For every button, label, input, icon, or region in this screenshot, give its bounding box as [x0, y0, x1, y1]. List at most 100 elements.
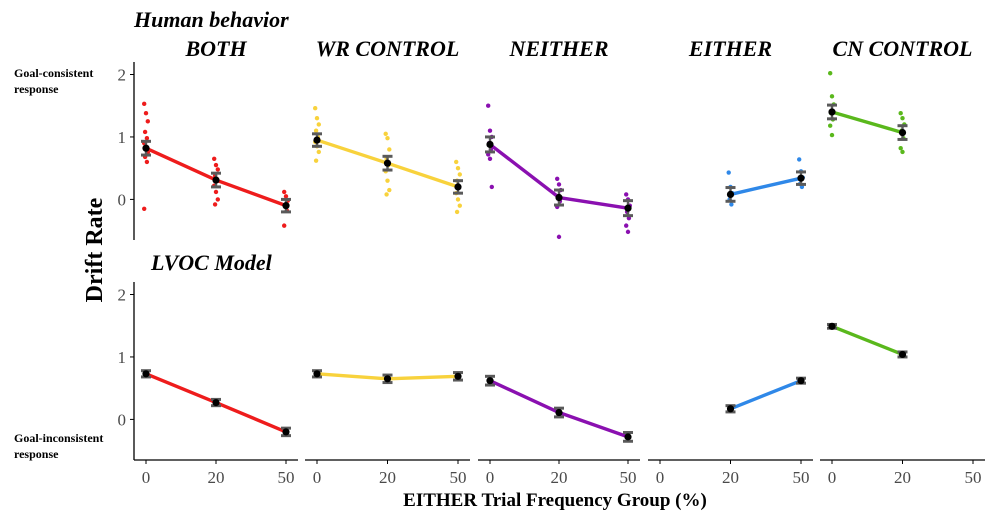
mean-point	[313, 136, 321, 144]
x-axis-title: EITHER Trial Frequency Group (%)	[403, 490, 707, 511]
y-tick-label-row-0-1: 1	[118, 128, 127, 147]
individual-dot	[625, 229, 631, 235]
individual-dot	[313, 158, 319, 163]
y-tick-label-row-1-1: 1	[118, 348, 127, 367]
mean-line	[729, 379, 802, 411]
individual-dot	[142, 101, 147, 107]
x-tick-label-0-1: 20	[208, 468, 225, 487]
individual-dot	[145, 119, 150, 124]
individual-dot	[829, 94, 835, 99]
individual-dot	[384, 192, 389, 197]
x-tick-label-3-0: 0	[656, 468, 665, 487]
x-tick-label-1-1: 20	[379, 468, 396, 487]
individual-dot	[797, 157, 802, 162]
series-1-1	[312, 369, 463, 385]
x-tick-label-4-2: 50	[965, 468, 982, 487]
mean-line	[831, 110, 903, 135]
individual-dot	[900, 149, 905, 155]
mean-point	[624, 433, 632, 441]
individual-dot	[489, 184, 494, 190]
mean-line	[831, 324, 904, 357]
y-tick-label-row-0-2: 2	[118, 65, 127, 84]
y-axis-title: Drift Rate	[82, 197, 108, 302]
individual-dot	[624, 192, 629, 197]
series-1-3	[725, 376, 806, 414]
individual-dot	[385, 178, 390, 183]
individual-dot	[142, 129, 148, 135]
facet-title-1: WR CONTROL	[316, 36, 460, 61]
individual-dot	[387, 187, 392, 193]
individual-dot	[213, 189, 219, 195]
individual-dot	[313, 106, 318, 111]
individual-dot	[455, 197, 461, 202]
x-tick-label-0-0: 0	[142, 468, 151, 487]
individual-dot	[900, 116, 905, 121]
individual-dot	[282, 189, 287, 195]
individual-dot	[215, 167, 220, 172]
mean-point	[797, 377, 805, 385]
mean-point	[828, 322, 836, 330]
individual-dot	[313, 128, 319, 133]
x-tick-label-0-2: 50	[278, 468, 295, 487]
mean-line	[730, 176, 802, 197]
mean-point	[142, 144, 150, 152]
facet-title-4: CN CONTROL	[833, 36, 973, 61]
individual-dot	[487, 128, 493, 133]
series-0-0	[141, 101, 291, 228]
individual-dot	[454, 159, 459, 165]
individual-dot	[556, 234, 562, 240]
mean-point	[212, 176, 220, 184]
mean-point	[454, 372, 462, 380]
series-1-2	[485, 374, 633, 443]
y-tick-label-row-1-0: 0	[118, 410, 127, 429]
goal-inconsistent-label-line1: Goal-inconsistent	[14, 431, 103, 445]
individual-dot	[454, 209, 460, 215]
plot-layer: BOTH WR CONTROL NEITHER EITHER CN CONTROL 0 1 2…	[118, 36, 985, 487]
series-1-0	[141, 369, 291, 438]
mean-point	[486, 377, 494, 385]
mean-point	[282, 428, 290, 436]
y-tick-label-row-0-0: 0	[118, 190, 127, 209]
individual-dot	[555, 176, 560, 181]
x-tick-label-4-1: 20	[894, 468, 911, 487]
x-tick-label-3-1: 20	[722, 468, 739, 487]
individual-dot	[212, 202, 218, 207]
series-0-2	[485, 103, 633, 240]
series-0-4	[827, 71, 908, 155]
mean-point	[383, 375, 392, 383]
goal-consistent-label-line2: response	[14, 82, 59, 96]
row-title-lvoc-model: LVOC Model	[150, 250, 273, 275]
individual-dot	[283, 194, 289, 199]
individual-dot	[316, 149, 321, 155]
mean-point	[555, 193, 563, 202]
mean-point	[486, 140, 494, 149]
x-tick-label-1-0: 0	[313, 468, 322, 487]
facet-title-0: BOTH	[184, 36, 247, 61]
x-tick-label-2-0: 0	[486, 468, 495, 487]
individual-dot	[282, 223, 287, 228]
individual-dot	[828, 123, 833, 128]
individual-dot	[556, 182, 562, 187]
goal-consistent-label-line1: Goal-consistent	[14, 66, 93, 80]
individual-dot	[455, 165, 461, 171]
individual-dot	[383, 131, 388, 137]
individual-dot	[729, 202, 734, 207]
goal-inconsistent-label-line2: response	[14, 447, 59, 461]
mean-point	[797, 174, 805, 182]
x-tick-label-3-2: 50	[793, 468, 810, 487]
individual-dot	[144, 159, 150, 165]
x-tick-label-2-2: 50	[620, 468, 637, 487]
x-tick-label-4-0: 0	[828, 468, 837, 487]
individual-dot	[314, 116, 320, 121]
mean-point	[142, 370, 150, 378]
mean-point	[555, 408, 563, 417]
mean-point	[898, 350, 907, 359]
series-1-4	[827, 322, 908, 359]
mean-point	[898, 128, 907, 137]
individual-dot	[457, 203, 462, 208]
individual-dot	[898, 111, 903, 116]
mean-point	[726, 190, 735, 199]
individual-dot	[726, 170, 731, 175]
individual-dot	[828, 71, 833, 76]
individual-dot	[457, 172, 462, 177]
